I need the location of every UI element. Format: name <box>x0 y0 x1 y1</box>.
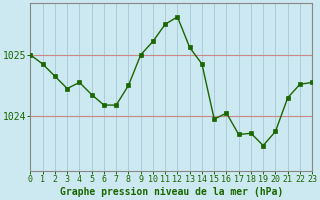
X-axis label: Graphe pression niveau de la mer (hPa): Graphe pression niveau de la mer (hPa) <box>60 187 283 197</box>
